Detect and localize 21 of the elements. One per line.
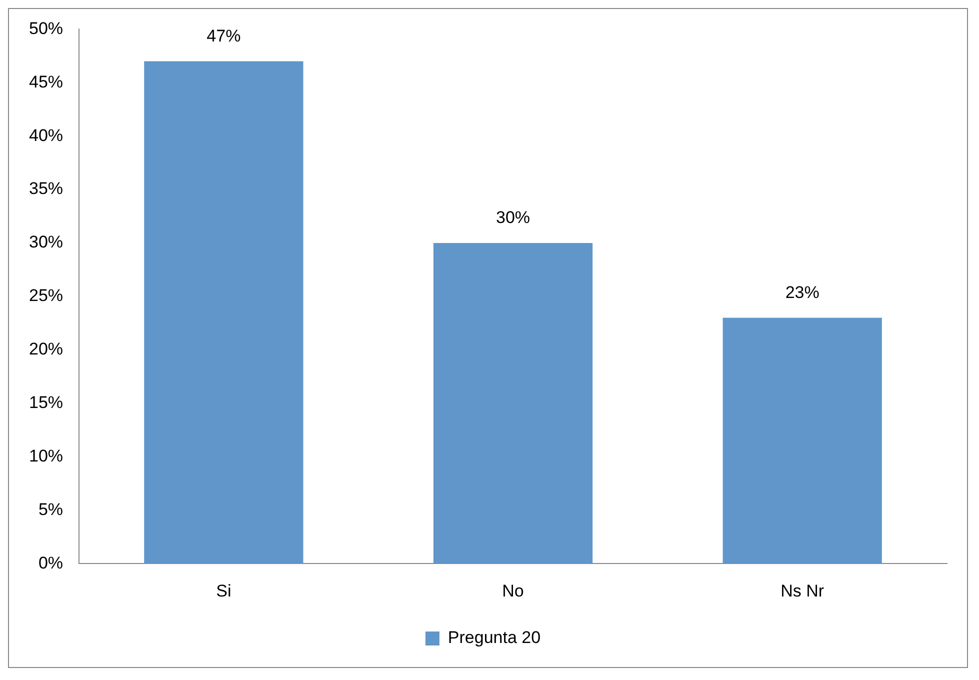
x-tick-label: Ns Nr <box>780 581 824 600</box>
y-tick-label: 15% <box>28 392 64 412</box>
bar <box>722 318 882 564</box>
y-tick-label: 35% <box>28 179 64 198</box>
y-tick-label: 40% <box>28 126 64 145</box>
y-tick-label: 5% <box>38 500 64 519</box>
y-tick-label: 0% <box>38 553 64 572</box>
y-tick-label: 10% <box>28 446 64 466</box>
x-tick-label: Si <box>216 581 232 600</box>
data-label: 30% <box>496 208 530 228</box>
y-tick-label: 50% <box>28 18 64 38</box>
data-label: 23% <box>785 282 820 302</box>
legend-label: Pregunta 20 <box>448 628 541 648</box>
y-tick-label: 45% <box>28 72 64 92</box>
x-tick-label: No <box>502 581 524 600</box>
data-label: 47% <box>206 26 241 46</box>
bar <box>433 242 593 564</box>
y-tick-label: 20% <box>28 340 64 359</box>
y-tick-label: 25% <box>28 286 64 306</box>
y-tick-label: 30% <box>28 232 64 252</box>
bar <box>144 61 304 564</box>
